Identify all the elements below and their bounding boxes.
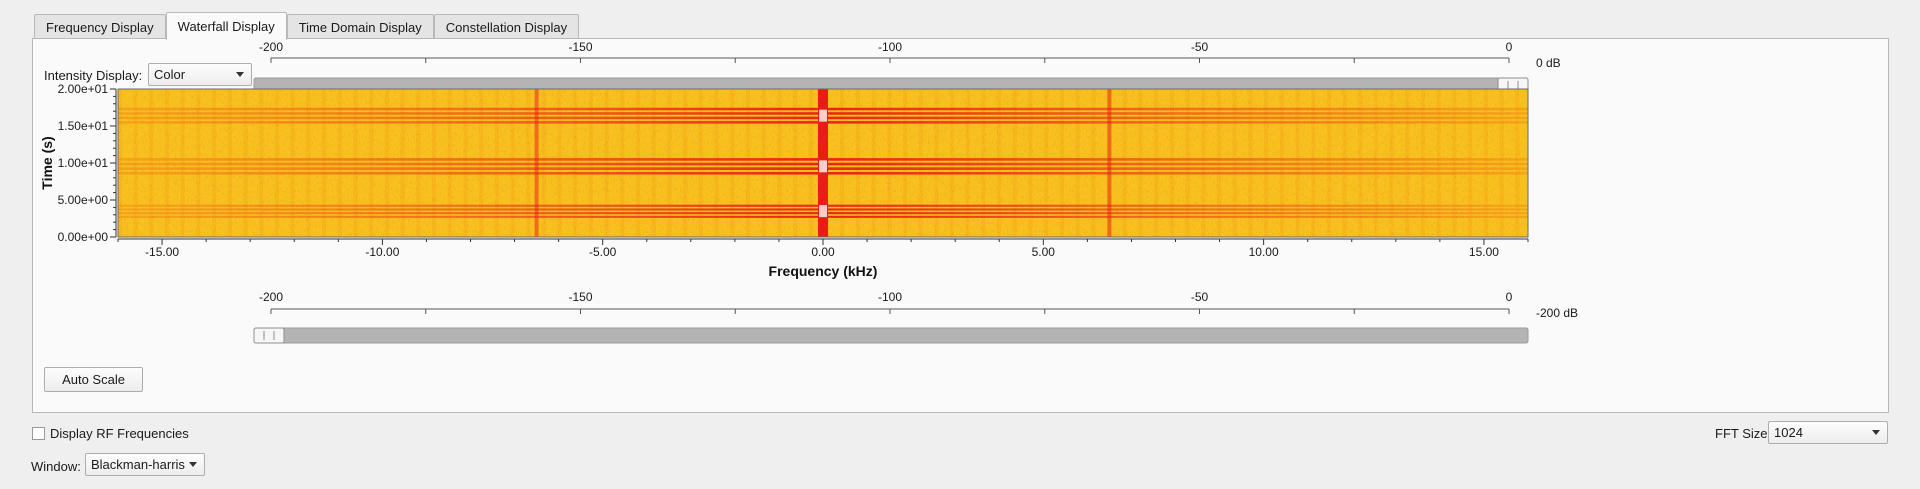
slider-tick-label: -150	[568, 40, 592, 54]
x-tick-label: 5.00	[1032, 245, 1056, 259]
slider-tick-label: -200	[259, 290, 283, 304]
fft-size-select[interactable]: 1024	[1768, 421, 1888, 444]
max-slider-scale: -200 -150 -100 -50 0	[259, 40, 1513, 63]
y-tick-label: 1.50e+01	[58, 119, 109, 133]
max-slider-value: 0 dB	[1536, 56, 1561, 70]
tab-waterfall-display[interactable]: Waterfall Display	[165, 12, 287, 40]
time-axis: 0.00e+00 5.00e+00 1.00e+01 1.50e+01 2.00e+01	[58, 82, 117, 244]
chevron-down-icon	[1872, 430, 1880, 435]
min-slider-handle[interactable]	[253, 327, 285, 344]
y-tick-label: 1.00e+01	[58, 156, 109, 170]
slider-tick-label: 0	[1506, 40, 1513, 54]
x-tick-label: 15.00	[1469, 245, 1499, 259]
frequency-axis: -15.00 -10.00 -5.00 0.00 5.00 10.00 15.00	[117, 238, 1529, 259]
chevron-down-icon	[236, 72, 244, 77]
intensity-display-label: Intensity Display:	[44, 68, 143, 83]
slider-tick-label: -200	[259, 40, 283, 54]
auto-scale-button[interactable]: Auto Scale	[44, 367, 143, 392]
waterfall-plot-area: -200 -150 -100 -50 0 0 dB -200 -150 -100 -50 0 -…	[39, 40, 1578, 344]
tab-constellation-display[interactable]: Constellation Display	[433, 14, 580, 39]
min-intensity-slider[interactable]: -200 -150 -100 -50 0 -200 dB	[253, 290, 1578, 344]
slider-tick-label: 0	[1506, 290, 1513, 304]
chevron-down-icon	[189, 462, 197, 467]
x-tick-label: 10.00	[1249, 245, 1279, 259]
slider-tick-label: -100	[878, 40, 902, 54]
x-tick-label: -5.00	[589, 245, 617, 259]
y-tick-label: 5.00e+00	[58, 193, 109, 207]
slider-tick-label: -50	[1191, 290, 1209, 304]
tab-frequency-display[interactable]: Frequency Display	[34, 14, 166, 39]
waterfall-frame	[117, 88, 1529, 238]
min-slider-groove[interactable]	[253, 327, 1529, 344]
x-axis-label: Frequency (kHz)	[769, 263, 878, 279]
window-label: Window:	[31, 459, 81, 474]
window-select[interactable]: Blackman-harris	[85, 453, 205, 476]
slider-tick-label: -100	[878, 290, 902, 304]
intensity-display-value: Color	[154, 67, 186, 82]
waterfall-panel: Intensity Display: Color Auto Scale -200…	[32, 38, 1889, 413]
x-tick-label: 0.00	[811, 245, 835, 259]
window-value: Blackman-harris	[91, 457, 185, 472]
fft-size-label: FFT Size:	[1715, 426, 1772, 441]
y-tick-label: 0.00e+00	[58, 230, 109, 244]
min-slider-value: -200 dB	[1536, 306, 1578, 320]
display-rf-frequencies-checkbox[interactable]	[32, 427, 45, 440]
tab-time-domain-display[interactable]: Time Domain Display	[286, 14, 434, 39]
max-intensity-slider[interactable]: -200 -150 -100 -50 0 0 dB	[253, 40, 1561, 94]
slider-tick-label: -50	[1191, 40, 1209, 54]
y-axis-label: Time (s)	[39, 136, 55, 189]
slider-tick-label: -150	[568, 290, 592, 304]
x-tick-label: -10.00	[365, 245, 399, 259]
y-tick-label: 2.00e+01	[58, 82, 109, 96]
min-slider-scale: -200 -150 -100 -50 0	[259, 290, 1513, 314]
fft-size-value: 1024	[1774, 425, 1803, 440]
tab-bar: Frequency Display Waterfall Display Time…	[34, 12, 580, 40]
display-rf-frequencies-label: Display RF Frequencies	[50, 426, 189, 441]
waterfall-noise-texture	[118, 89, 1528, 237]
intensity-display-select[interactable]: Color	[148, 63, 252, 86]
x-tick-label: -15.00	[145, 245, 179, 259]
